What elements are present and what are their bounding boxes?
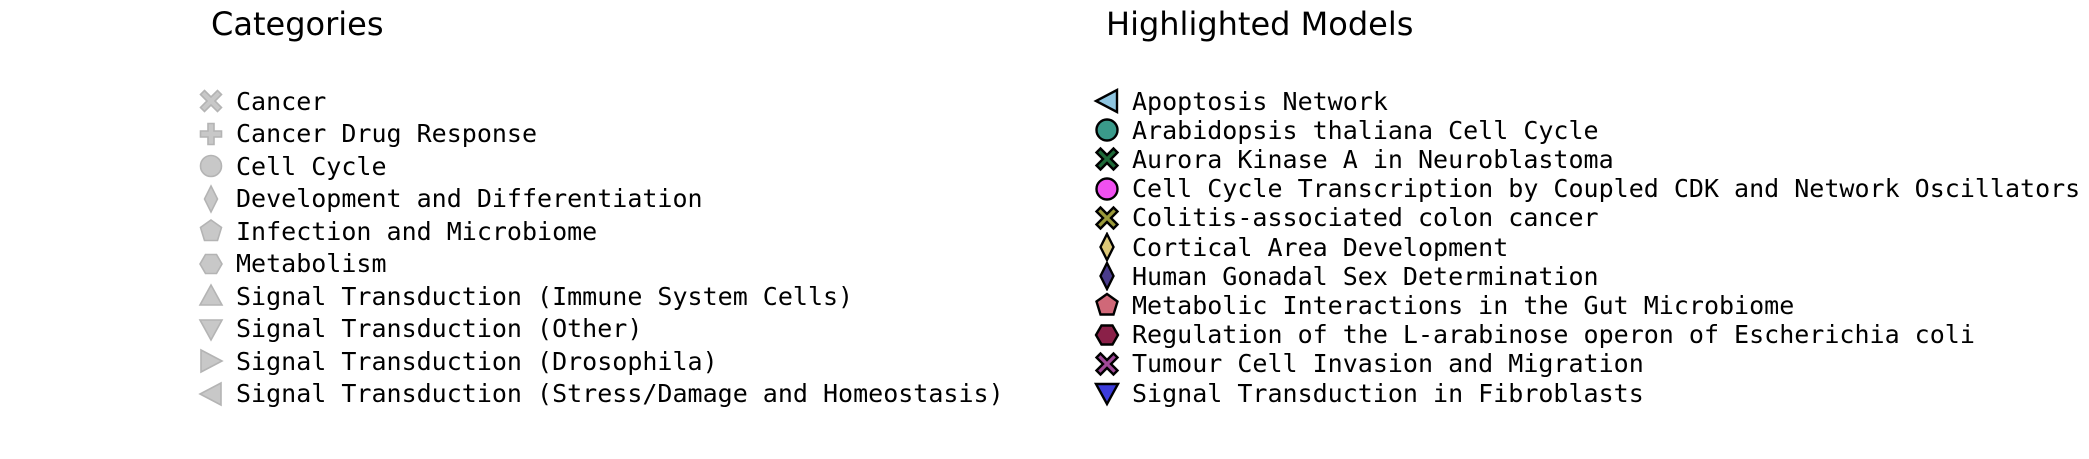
categories-legend-title: Categories [211, 5, 384, 43]
triangle-down-marker-icon [196, 314, 226, 344]
model-entry-label: Aurora Kinase A in Neuroblastoma [1132, 144, 1614, 174]
circle-marker-icon [1092, 174, 1122, 204]
category-entry: Metabolism [196, 249, 387, 279]
pentagon-marker-icon [1092, 290, 1122, 320]
triangle-right-marker-icon [196, 346, 226, 376]
triangle-down-marker-icon [1092, 378, 1122, 408]
models-legend-title: Highlighted Models [1106, 5, 1414, 43]
model-entry: Cell Cycle Transcription by Coupled CDK … [1092, 174, 2080, 204]
category-entry-label: Development and Differentiation [236, 184, 703, 213]
category-entry: Signal Transduction (Other) [196, 314, 642, 344]
hexagon-marker-icon [1092, 320, 1122, 350]
x-cross-marker-icon [1092, 349, 1122, 379]
category-entry: Development and Differentiation [196, 183, 703, 214]
category-entry-label: Signal Transduction (Drosophila) [236, 346, 718, 376]
model-entry-label: Regulation of the L-arabinose operon of … [1132, 320, 1975, 350]
circle-marker-icon [196, 151, 226, 181]
model-entry-label: Cell Cycle Transcription by Coupled CDK … [1132, 174, 2081, 204]
category-entry: Signal Transduction (Stress/Damage and H… [196, 379, 1004, 409]
category-entry: Cancer [196, 86, 326, 116]
category-entry: Cell Cycle [196, 151, 387, 181]
category-entry-label: Signal Transduction (Immune System Cells… [236, 281, 854, 311]
model-entry: Metabolic Interactions in the Gut Microb… [1092, 290, 1794, 320]
circle-marker-icon [1092, 115, 1122, 145]
model-entry: Colitis-associated colon cancer [1092, 203, 1599, 233]
model-entry-label: Arabidopsis thaliana Cell Cycle [1132, 115, 1599, 145]
category-entry-label: Cancer [236, 86, 327, 116]
hexagon-marker-icon [196, 249, 226, 279]
thin-diamond-marker-icon [196, 183, 226, 214]
category-entry-label: Infection and Microbiome [236, 216, 598, 246]
model-entry-label: Metabolic Interactions in the Gut Microb… [1132, 290, 1795, 320]
model-entry: Cortical Area Development [1092, 232, 1508, 262]
plus-marker-icon [196, 119, 226, 149]
model-entry-label: Signal Transduction in Fibroblasts [1132, 378, 1644, 408]
pentagon-marker-icon [196, 216, 226, 246]
model-entry: Regulation of the L-arabinose operon of … [1092, 320, 1975, 350]
triangle-up-marker-icon [196, 281, 226, 311]
model-entry: Tumour Cell Invasion and Migration [1092, 349, 1644, 379]
model-entry-label: Tumour Cell Invasion and Migration [1132, 349, 1644, 379]
model-entry-label: Human Gonadal Sex Determination [1132, 261, 1599, 291]
category-entry: Infection and Microbiome [196, 216, 597, 246]
category-entry: Signal Transduction (Immune System Cells… [196, 281, 853, 311]
model-entry-label: Cortical Area Development [1132, 232, 1509, 262]
model-entry: Signal Transduction in Fibroblasts [1092, 378, 1644, 408]
category-entry-label: Cancer Drug Response [236, 119, 538, 148]
category-entry-label: Metabolism [236, 249, 387, 278]
thin-diamond-marker-icon [1092, 261, 1122, 292]
model-entry-label: Apoptosis Network [1132, 86, 1388, 116]
triangle-left-marker-icon [196, 379, 226, 409]
model-entry: Apoptosis Network [1092, 86, 1388, 116]
model-entry: Human Gonadal Sex Determination [1092, 261, 1599, 292]
x-cross-marker-icon [1092, 203, 1122, 233]
category-entry-label: Signal Transduction (Other) [236, 314, 643, 343]
triangle-left-marker-icon [1092, 86, 1122, 116]
model-entry-label: Colitis-associated colon cancer [1132, 203, 1599, 233]
model-entry: Arabidopsis thaliana Cell Cycle [1092, 115, 1599, 145]
category-entry-label: Cell Cycle [236, 151, 387, 181]
category-entry: Signal Transduction (Drosophila) [196, 346, 718, 376]
model-entry: Aurora Kinase A in Neuroblastoma [1092, 144, 1614, 174]
category-entry-label: Signal Transduction (Stress/Damage and H… [236, 379, 1004, 408]
thin-diamond-marker-icon [1092, 232, 1122, 262]
category-entry: Cancer Drug Response [196, 119, 537, 149]
x-cross-marker-icon [196, 86, 226, 116]
x-cross-marker-icon [1092, 144, 1122, 174]
